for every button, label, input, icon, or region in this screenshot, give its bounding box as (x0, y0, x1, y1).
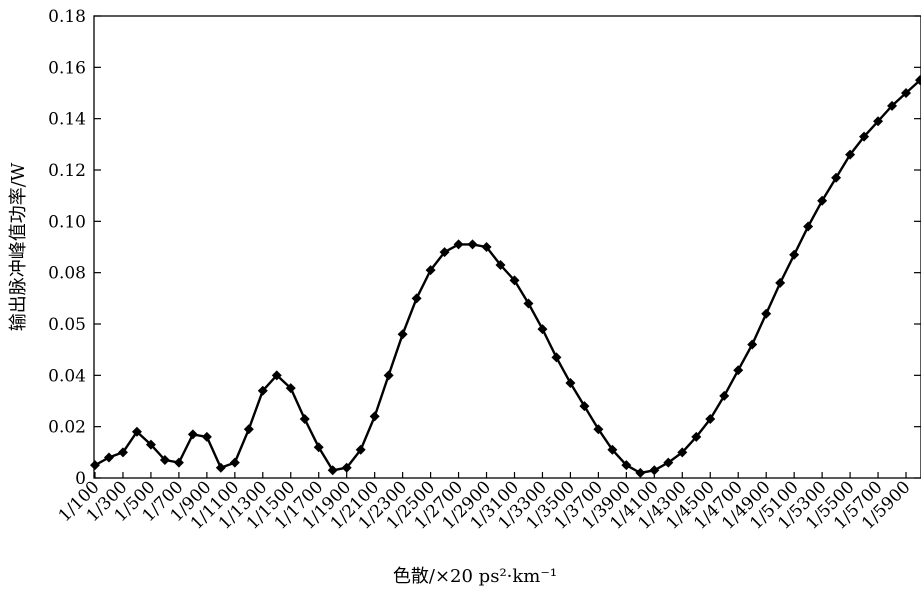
y-axis-title: 输出脉冲峰值功率/W (8, 162, 29, 331)
data-point-marker (719, 390, 730, 401)
data-point-marker (649, 465, 660, 476)
y-tick-label: 0.05 (48, 315, 86, 335)
y-tick-label: 0.08 (48, 264, 86, 284)
data-point-marker (733, 365, 744, 376)
data-point-marker (215, 462, 226, 473)
data-point-marker (747, 339, 758, 350)
data-point-marker (607, 444, 618, 455)
y-tick-label: 0 (75, 469, 86, 489)
data-point-marker (873, 116, 884, 127)
data-point-marker (187, 429, 198, 440)
data-point-marker (887, 100, 898, 111)
data-point-marker (677, 447, 688, 458)
data-point-marker (453, 239, 464, 250)
data-point-marker (397, 329, 408, 340)
data-point-marker (145, 439, 156, 450)
data-point-marker (845, 149, 856, 160)
y-tick-label: 0.12 (48, 161, 86, 181)
data-point-marker (131, 426, 142, 437)
y-tick-label: 0.16 (48, 58, 86, 78)
data-point-marker (173, 457, 184, 468)
data-point-marker (117, 447, 128, 458)
data-point-marker (313, 442, 324, 453)
data-point-marker (103, 452, 114, 463)
data-point-marker (439, 247, 450, 258)
data-point-marker (859, 131, 870, 142)
data-point-marker (775, 277, 786, 288)
data-point-marker (789, 249, 800, 260)
data-point-marker (257, 385, 268, 396)
y-tick-label: 0.02 (48, 418, 86, 438)
series-layer (90, 75, 921, 478)
x-axis-title: 色散/×20 ps²·km⁻¹ (393, 566, 557, 587)
data-point-marker (481, 242, 492, 252)
data-point-marker (565, 378, 576, 389)
data-point-marker (509, 275, 520, 286)
data-point-marker (90, 460, 100, 471)
data-point-marker (551, 352, 562, 363)
data-point-marker (691, 431, 702, 442)
data-point-marker (901, 88, 912, 98)
data-point-marker (383, 370, 394, 381)
data-point-marker (817, 195, 828, 206)
data-point-marker (243, 424, 254, 435)
y-tick-label: 0.14 (48, 110, 86, 130)
data-point-marker (355, 444, 366, 455)
y-tick-label: 0.10 (48, 212, 86, 232)
data-point-marker (271, 370, 282, 381)
data-point-marker (663, 457, 674, 468)
y-axis: 0 0.02 0.04 0.05 0.08 0.10 0.12 0.14 0.16 0.18 (48, 7, 921, 489)
data-point-marker (327, 465, 338, 476)
data-point-marker (579, 401, 590, 412)
data-point-marker (425, 265, 436, 276)
data-point-marker (537, 324, 548, 335)
data-point-marker (299, 413, 310, 424)
data-point-marker (761, 308, 772, 319)
x-axis: 1/1001/3001/5001/7001/9001/11001/13001/1… (55, 472, 915, 534)
data-point-marker (369, 411, 380, 422)
data-point-marker (593, 424, 604, 435)
data-point-marker (285, 383, 296, 394)
data-point-marker (229, 457, 240, 468)
data-point-marker (467, 239, 478, 250)
y-tick-label: 0.04 (48, 366, 86, 386)
data-point-marker (411, 293, 422, 304)
data-point-marker (341, 462, 352, 473)
data-point-marker (523, 298, 534, 309)
series-line (94, 79, 921, 475)
data-point-marker (201, 431, 212, 442)
y-tick-label: 0.18 (48, 7, 86, 27)
data-point-marker (803, 221, 814, 232)
data-point-marker (915, 75, 921, 86)
data-point-marker (705, 413, 716, 424)
data-point-marker (621, 460, 632, 471)
data-point-marker (831, 172, 842, 183)
plot-frame (93, 15, 921, 479)
data-point-marker (159, 455, 170, 466)
data-point-marker (495, 259, 506, 270)
data-point-marker (635, 467, 646, 478)
